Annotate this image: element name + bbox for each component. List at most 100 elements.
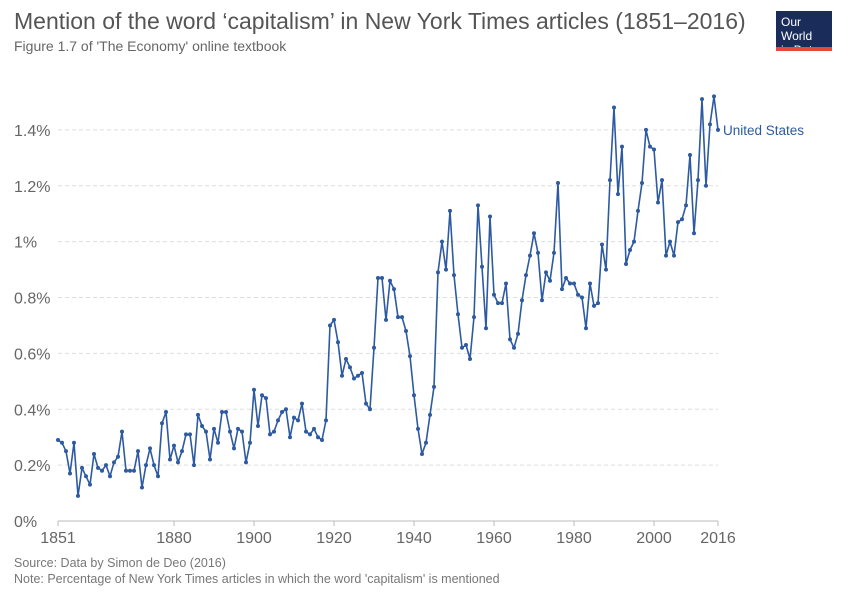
data-point	[496, 301, 500, 306]
x-tick-label: 2000	[636, 530, 672, 547]
data-point	[524, 273, 528, 278]
data-point	[268, 432, 272, 437]
data-point	[152, 463, 156, 468]
data-point	[76, 493, 80, 498]
data-point	[196, 412, 200, 417]
x-tick-label: 1900	[236, 530, 272, 547]
data-point	[592, 303, 596, 308]
data-point	[432, 384, 436, 389]
y-tick-label: 1.4%	[14, 123, 50, 140]
data-point	[580, 295, 584, 300]
data-point	[556, 180, 560, 185]
data-point	[276, 418, 280, 423]
data-point	[164, 410, 168, 415]
data-point	[68, 471, 72, 476]
data-point	[252, 387, 256, 392]
data-point	[192, 463, 196, 468]
owid-logo[interactable]: Our World in Data	[776, 11, 832, 57]
data-point	[600, 242, 604, 247]
data-point	[92, 451, 96, 456]
data-point	[360, 370, 364, 375]
data-point	[676, 220, 680, 225]
data-point	[284, 407, 288, 412]
data-point	[624, 261, 628, 266]
data-point	[388, 278, 392, 283]
data-point	[696, 178, 700, 183]
data-point	[640, 180, 644, 185]
data-point	[264, 396, 268, 401]
data-point	[132, 468, 136, 473]
data-point	[172, 443, 176, 448]
data-point	[436, 270, 440, 275]
data-point	[212, 426, 216, 431]
data-point	[188, 432, 192, 437]
data-point	[376, 275, 380, 280]
data-point	[320, 437, 324, 442]
data-point	[60, 440, 64, 445]
data-point	[240, 429, 244, 434]
data-point	[544, 270, 548, 275]
data-point	[656, 200, 660, 205]
x-tick-label: 1920	[316, 530, 352, 547]
data-point	[572, 281, 576, 286]
data-point	[680, 217, 684, 222]
data-point	[688, 153, 692, 158]
data-point	[504, 281, 508, 286]
data-point	[584, 326, 588, 331]
data-point	[316, 435, 320, 440]
data-point	[84, 474, 88, 479]
x-tick-label: 2016	[700, 530, 736, 547]
data-point	[660, 178, 664, 183]
data-point	[312, 426, 316, 431]
data-point	[444, 267, 448, 272]
data-point	[160, 421, 164, 426]
data-point	[684, 203, 688, 208]
data-point	[488, 214, 492, 219]
chart-subtitle: Figure 1.7 of 'The Economy' online textb…	[14, 38, 287, 54]
data-point	[708, 122, 712, 127]
data-point	[568, 281, 572, 286]
data-point	[428, 412, 432, 417]
data-point	[216, 440, 220, 445]
data-point	[384, 317, 388, 322]
data-point	[704, 183, 708, 188]
data-point	[300, 401, 304, 406]
data-point	[332, 317, 336, 322]
data-point	[328, 323, 332, 328]
data-point	[392, 287, 396, 292]
x-tick-label: 1880	[156, 530, 192, 547]
data-point	[260, 393, 264, 398]
data-point	[108, 474, 112, 479]
data-point	[508, 337, 512, 342]
data-point	[540, 298, 544, 303]
data-point	[88, 482, 92, 487]
y-tick-label: 0.2%	[14, 458, 50, 475]
data-point	[692, 231, 696, 236]
data-point	[652, 147, 656, 152]
data-point	[156, 474, 160, 479]
logo-accent-bar	[776, 47, 832, 51]
data-point	[576, 292, 580, 297]
data-point	[628, 248, 632, 253]
data-point	[324, 418, 328, 423]
data-point	[620, 144, 624, 149]
data-point	[560, 287, 564, 292]
data-point	[468, 356, 472, 361]
data-point	[604, 267, 608, 272]
data-point	[644, 127, 648, 132]
data-point	[180, 449, 184, 454]
data-point	[112, 460, 116, 465]
data-point	[516, 331, 520, 336]
data-point	[476, 203, 480, 208]
series-line	[57, 95, 719, 497]
x-tick-label: 1960	[476, 530, 512, 547]
data-point	[136, 449, 140, 454]
data-point	[412, 393, 416, 398]
data-point	[452, 273, 456, 278]
data-point	[356, 373, 360, 378]
data-point	[96, 465, 100, 470]
data-point	[72, 440, 76, 445]
data-point	[396, 315, 400, 320]
data-point	[56, 437, 60, 442]
